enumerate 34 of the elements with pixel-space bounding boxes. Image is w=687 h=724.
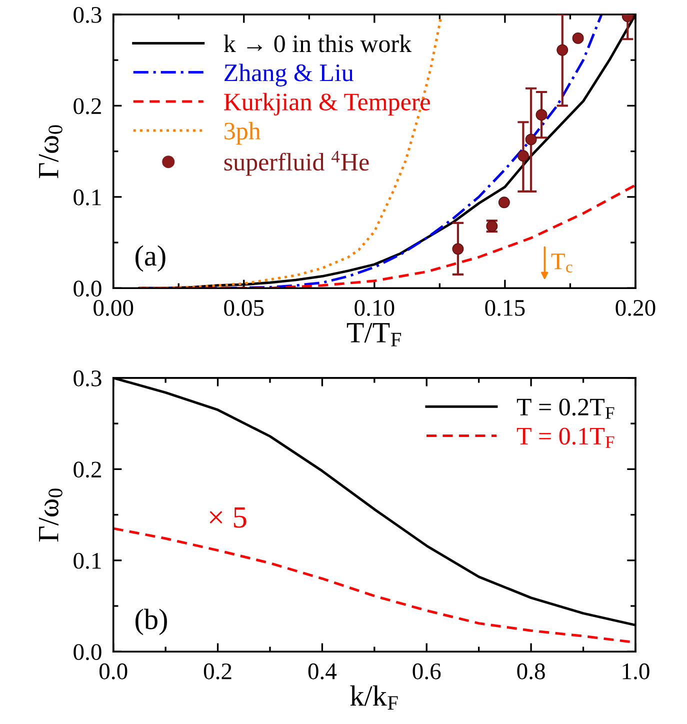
y-tick-label: 0.0 bbox=[74, 644, 102, 660]
x-tick-label: 0.4 bbox=[308, 663, 337, 680]
x-axis-title: k/k$_{F}$ bbox=[350, 685, 398, 710]
x-tick-label: 0.20 bbox=[616, 300, 656, 316]
y-tick-label: 0.2 bbox=[74, 462, 101, 478]
legend-label: Zhang & Liu bbox=[224, 64, 354, 86]
legend-label: T = 0.1T$_{F}$ bbox=[516, 428, 614, 448]
y-tick-label: 0.2 bbox=[74, 98, 101, 114]
legend-label: k → 0 in this work bbox=[224, 34, 412, 52]
legend-label: superfluid $^{4}$He bbox=[224, 150, 369, 176]
x-tick-label: 1.0 bbox=[622, 663, 650, 680]
x-tick-label: 0.8 bbox=[517, 663, 545, 680]
y-axis-title: Γ/ω$_{0}$ bbox=[38, 488, 62, 542]
legend-label: T = 0.2T$_{F}$ bbox=[516, 398, 614, 419]
x-tick-label: 0.2 bbox=[204, 663, 232, 680]
annotation: × 5 bbox=[210, 507, 246, 528]
x-tick-label: 0.6 bbox=[412, 663, 441, 680]
y-tick-label: 0.3 bbox=[74, 370, 102, 386]
x-tick-label: 0.05 bbox=[224, 300, 264, 316]
x-tick-label: 0.00 bbox=[94, 300, 134, 316]
annotation: (b) bbox=[136, 608, 167, 636]
annotation: (a) bbox=[136, 245, 166, 272]
x-tick-label: 0.10 bbox=[354, 300, 394, 316]
annotation: T$_{c}$ bbox=[551, 254, 572, 272]
y-tick-label: 0.0 bbox=[74, 280, 102, 297]
y-tick-label: 0.1 bbox=[74, 552, 101, 569]
y-axis-title: Γ/ω$_{0}$ bbox=[38, 125, 62, 178]
y-tick-label: 0.1 bbox=[74, 189, 101, 206]
x-axis-title: T/T$_{F}$ bbox=[346, 323, 401, 346]
legend-label: Kurkjian & Tempere bbox=[224, 92, 430, 116]
legend-label: 3ph bbox=[224, 122, 261, 145]
x-tick-label: 0.0 bbox=[100, 663, 128, 680]
y-tick-label: 0.3 bbox=[74, 6, 102, 24]
x-tick-label: 0.15 bbox=[485, 300, 525, 316]
